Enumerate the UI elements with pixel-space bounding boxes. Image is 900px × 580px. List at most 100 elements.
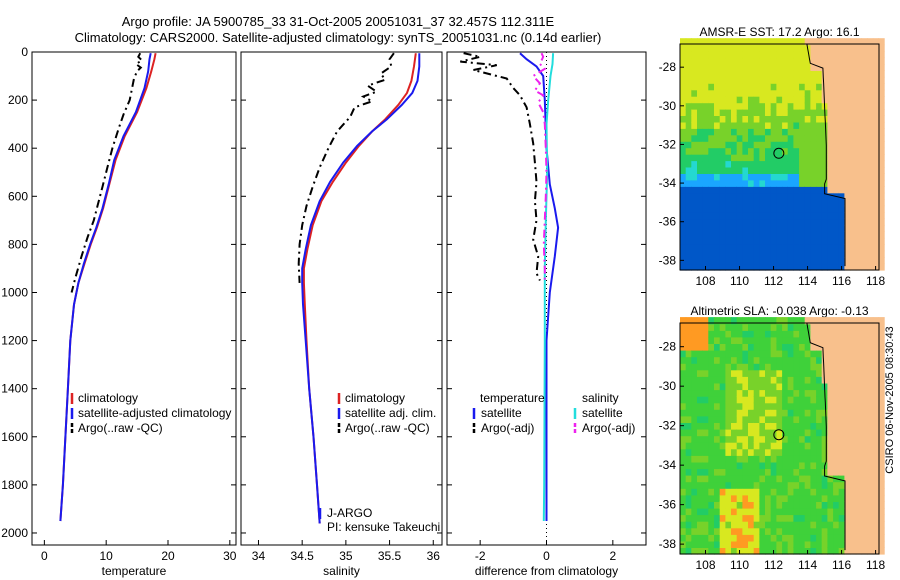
map-cell xyxy=(719,540,726,548)
map-cell xyxy=(833,218,840,226)
map-cell xyxy=(725,147,732,155)
map-cell xyxy=(770,369,777,377)
map-cell xyxy=(804,494,811,502)
map-cell xyxy=(714,218,721,226)
map-cell xyxy=(776,244,783,252)
map-cell xyxy=(810,173,817,181)
map-cell xyxy=(793,481,800,489)
map-cell xyxy=(855,160,863,168)
map-cell xyxy=(702,336,709,344)
map-cell xyxy=(799,448,806,456)
map-cell xyxy=(867,501,874,509)
map-cell xyxy=(770,167,777,174)
map-cell xyxy=(708,336,715,344)
map-cell xyxy=(731,70,738,78)
map-cell xyxy=(782,102,789,110)
map-cell xyxy=(872,250,880,258)
map-cell xyxy=(719,402,726,410)
map-cell xyxy=(855,435,863,443)
map-cell xyxy=(816,396,823,404)
map-cell xyxy=(787,237,794,245)
map-cell xyxy=(821,534,828,542)
map-cell xyxy=(867,70,874,78)
plot-frame xyxy=(240,51,443,546)
map-cell xyxy=(804,109,811,116)
y-tick-label: -28 xyxy=(659,340,677,354)
map-cell xyxy=(753,192,760,200)
map-cell xyxy=(844,507,851,516)
map-cell xyxy=(742,422,749,430)
map-cell xyxy=(770,76,777,84)
map-cell xyxy=(680,212,687,220)
map-cell xyxy=(691,382,698,391)
map-cell xyxy=(799,57,806,65)
map-cell xyxy=(861,237,868,245)
map-cell xyxy=(787,369,794,377)
map-cell xyxy=(742,257,749,265)
map-cell xyxy=(725,409,732,417)
map-cell xyxy=(878,109,885,116)
map-cell xyxy=(748,521,755,529)
map-cell xyxy=(759,134,766,142)
map-cell xyxy=(770,102,777,110)
map-cell xyxy=(748,323,755,331)
map-cell xyxy=(810,121,817,129)
x-tick-label: 36 xyxy=(427,549,441,563)
map-cell xyxy=(833,540,840,548)
map-cell xyxy=(872,343,880,351)
map-cell xyxy=(685,186,692,194)
map-cell xyxy=(725,389,732,397)
map-cell xyxy=(697,44,704,52)
map-cell xyxy=(821,128,828,136)
map-cell xyxy=(878,224,885,232)
map-cell xyxy=(867,231,874,239)
map-cell xyxy=(680,244,687,252)
map-cell xyxy=(731,389,738,397)
map-cell xyxy=(702,330,709,338)
map-cell xyxy=(691,154,698,162)
map-cell xyxy=(827,317,834,325)
map-cell xyxy=(753,448,760,456)
map-cell xyxy=(861,376,868,384)
map-cell xyxy=(697,115,704,123)
map-cell xyxy=(782,160,789,168)
map-cell xyxy=(680,167,687,174)
map-cell xyxy=(736,70,743,78)
map-cell xyxy=(702,534,709,542)
map-cell xyxy=(827,455,834,463)
map-cell xyxy=(748,382,755,391)
map-cell xyxy=(714,435,721,443)
map-cell xyxy=(810,501,817,509)
map-cell xyxy=(742,231,749,239)
map-cell xyxy=(680,186,687,194)
map-cell xyxy=(753,402,760,410)
map-cell xyxy=(878,468,885,476)
map-cell xyxy=(787,475,794,483)
map-cell xyxy=(867,330,874,338)
map-cell xyxy=(742,102,749,110)
map-cell xyxy=(872,83,880,91)
map-cell xyxy=(799,376,806,384)
map-cell xyxy=(691,409,698,417)
map-cell xyxy=(861,323,868,331)
map-cell xyxy=(776,422,783,430)
map-cell xyxy=(759,514,766,522)
map-cell xyxy=(793,218,800,226)
map-cell xyxy=(748,263,755,271)
map-cell xyxy=(725,396,732,404)
map-cell xyxy=(719,448,726,456)
map-cell xyxy=(685,422,692,430)
map-cell xyxy=(714,154,721,162)
map-cell xyxy=(844,218,851,226)
map-cell xyxy=(844,547,851,555)
map-cell xyxy=(708,455,715,463)
map-cell xyxy=(816,134,823,142)
map-cell xyxy=(793,199,800,207)
map-cell xyxy=(736,199,743,207)
map-cell xyxy=(850,396,857,404)
map-cell xyxy=(799,507,806,516)
map-cell xyxy=(736,527,743,535)
map-cell xyxy=(702,160,709,168)
map-cell xyxy=(748,402,755,410)
map-cell xyxy=(708,76,715,84)
